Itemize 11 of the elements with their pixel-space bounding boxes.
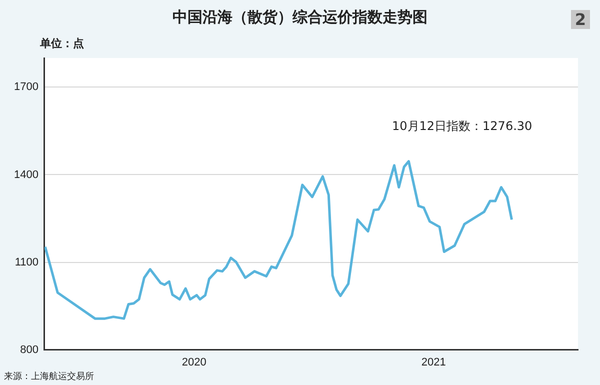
x-tick-label: 2021 xyxy=(421,356,446,368)
x-tick-label: 2020 xyxy=(182,356,206,368)
y-tick-label: 800 xyxy=(20,344,38,356)
chart-title: 中国沿海（散货）综合运价指数走势图 xyxy=(172,8,428,26)
source-note: 来源：上海航运交易所 xyxy=(4,370,94,383)
annotation: 10月12日指数：1276.30 xyxy=(392,118,532,135)
y-tick-label: 1700 xyxy=(14,81,38,94)
text: 2 xyxy=(570,10,590,29)
y-tick-label: 1100 xyxy=(14,256,38,268)
y-axis-title: 单位：点 xyxy=(40,36,84,51)
y-tick-label: 1400 xyxy=(14,168,38,181)
